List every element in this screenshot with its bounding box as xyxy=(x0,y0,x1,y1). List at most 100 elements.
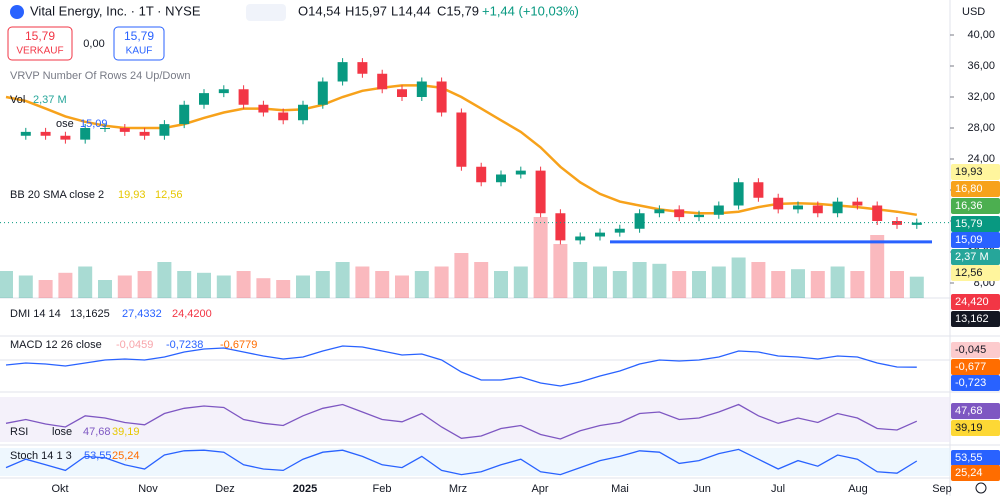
volume-bar xyxy=(573,262,588,298)
volume-bar xyxy=(553,244,568,298)
time-label: Sep xyxy=(932,483,952,495)
volume-bar xyxy=(711,266,726,298)
price-badge-label: 47,68 xyxy=(955,405,983,417)
sell-label: VERKAUF xyxy=(16,46,63,57)
candle-body xyxy=(416,81,427,97)
candle-body xyxy=(733,182,744,206)
compare-button[interactable] xyxy=(246,4,286,21)
buy-button[interactable] xyxy=(113,26,165,61)
candle-body xyxy=(753,182,764,198)
candle-body xyxy=(139,131,150,136)
sell-button[interactable] xyxy=(7,26,73,61)
stoch-label: Stoch 14 1 3 xyxy=(10,450,72,462)
time-label: Jul xyxy=(771,483,785,495)
candle-body xyxy=(674,209,685,218)
candle-body xyxy=(80,128,91,140)
candle-body xyxy=(872,205,883,221)
volume-bar xyxy=(157,262,172,298)
rsi-source: lose xyxy=(52,426,72,438)
volume-bar xyxy=(830,266,845,298)
price-tick-label: 24,00 xyxy=(967,153,995,165)
price-badge-label: -0,723 xyxy=(955,377,986,389)
sell-price: 15,79 xyxy=(25,29,55,43)
price-tick-label: 32,00 xyxy=(967,91,995,103)
volume-bar xyxy=(216,275,231,298)
candle-body xyxy=(476,166,487,183)
candle-body xyxy=(713,205,724,215)
candle-body xyxy=(634,213,645,229)
volume-bar xyxy=(335,262,350,298)
rsi-line xyxy=(5,403,918,440)
macd-line: -0,7238 xyxy=(166,339,203,351)
candle-body xyxy=(119,128,130,132)
buy-price: 15,79 xyxy=(124,29,154,43)
change: +1,44 (+10,03%) xyxy=(482,3,579,18)
volume-bar xyxy=(0,271,13,298)
rsi-value: 47,68 xyxy=(83,426,111,438)
candle-body xyxy=(199,93,209,105)
candle-body xyxy=(614,228,625,233)
rsi-label: RSI xyxy=(10,426,28,438)
volume-bar xyxy=(751,262,766,298)
price-badge xyxy=(951,403,1000,419)
candle-body xyxy=(456,112,467,167)
buy-label: KAUF xyxy=(126,46,153,57)
candle-body xyxy=(515,170,526,175)
volume-bar xyxy=(652,263,667,298)
time-label: Dez xyxy=(215,483,235,495)
price-badge-label: 12,56 xyxy=(955,267,983,279)
macd-line xyxy=(5,345,917,387)
vol-label: Vol xyxy=(10,94,25,106)
time-label: Okt xyxy=(51,483,68,495)
candle-body xyxy=(555,213,566,241)
time-label: Mrz xyxy=(449,483,467,495)
volume-bar xyxy=(276,280,291,298)
stoch-line xyxy=(5,448,918,476)
volume-bar xyxy=(791,269,805,298)
macd-hist: -0,0459 xyxy=(116,339,153,351)
candle-body xyxy=(832,201,843,214)
price-badge xyxy=(951,232,1000,248)
volume-bar xyxy=(375,271,390,298)
volume-bar xyxy=(810,271,825,298)
candle-body xyxy=(278,112,289,121)
volume-bar xyxy=(355,266,370,298)
volume-bar xyxy=(593,266,607,298)
price-badge-label: 53,55 xyxy=(955,452,983,464)
volume-bar xyxy=(533,217,548,298)
candle-body xyxy=(436,81,447,113)
candle-body xyxy=(377,73,388,90)
candle-body xyxy=(694,214,704,218)
price-badge-label: 16,36 xyxy=(955,200,983,212)
price-badge xyxy=(951,311,1000,327)
ma-value: 15,09 xyxy=(80,118,108,130)
title: Vital Energy, Inc. · 1T · NYSE xyxy=(30,3,201,18)
candle-body xyxy=(258,104,269,113)
vol-value: 2,37 M xyxy=(33,94,67,106)
volume-bar xyxy=(672,271,687,298)
price-badge xyxy=(951,420,1000,436)
settings-icon[interactable] xyxy=(975,482,987,494)
candle-body xyxy=(911,222,922,225)
price-badge-label: 16,80 xyxy=(955,183,983,195)
price-badge-label: 15,79 xyxy=(955,218,983,230)
time-label: Nov xyxy=(138,483,158,495)
logo xyxy=(10,5,24,19)
volume-bar xyxy=(731,257,746,298)
volume-bar xyxy=(454,253,469,298)
candle-body xyxy=(595,232,605,237)
dmi-label: DMI 14 14 xyxy=(10,308,61,320)
candle-body xyxy=(496,174,506,183)
volume-bar xyxy=(78,266,93,298)
volume-bar xyxy=(395,275,409,298)
stoch-d: 25,24 xyxy=(112,450,140,462)
candle-body xyxy=(793,205,803,210)
volume-bar xyxy=(296,275,310,298)
candle-body xyxy=(20,131,31,136)
candle-body xyxy=(238,89,249,105)
candle-body xyxy=(357,62,368,74)
volume-bar xyxy=(692,271,706,298)
price-badge-label: 24,420 xyxy=(955,296,989,308)
volume-bar xyxy=(474,262,489,298)
volume-bar xyxy=(197,272,211,298)
